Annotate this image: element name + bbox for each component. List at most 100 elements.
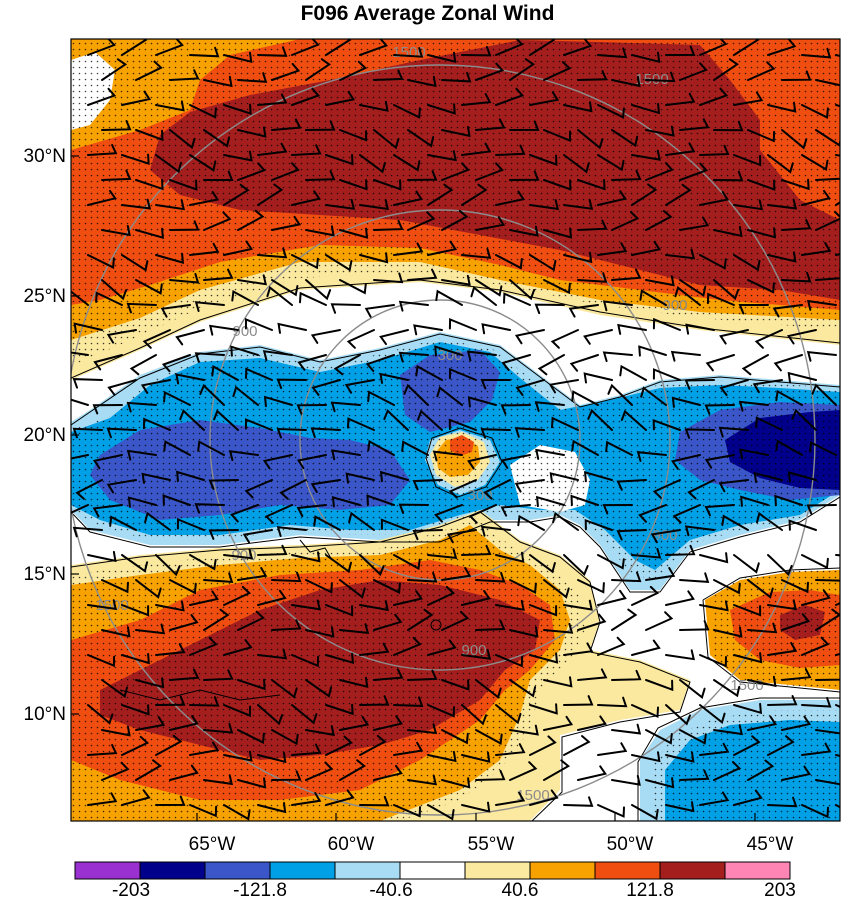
wind-barb-551 [427, 639, 457, 656]
wind-barb-414 [331, 496, 361, 508]
wind-barb-218 [577, 272, 608, 283]
wind-barb-269 [754, 329, 783, 349]
wind-barb-148 [495, 190, 526, 206]
wind-barb-79 [441, 126, 471, 138]
wind-barb-421 [570, 494, 599, 506]
wind-barb-25 [135, 60, 163, 81]
wind-barb-376 [571, 439, 599, 456]
wind-barb-485 [475, 571, 506, 583]
wind-barb-436 [313, 515, 341, 531]
wind-barb-403 [718, 479, 749, 493]
wind-barb-589 [189, 696, 220, 707]
wind-barb-281 [398, 351, 429, 363]
wind-barb-26 [169, 69, 200, 81]
wind-barb-363 [127, 449, 157, 461]
wind-barb-489 [611, 571, 642, 583]
wind-barb-31 [339, 60, 368, 81]
wind-barb-591 [257, 704, 284, 726]
wind-barb-216 [509, 279, 536, 301]
wind-barb-527 [373, 613, 403, 631]
wind-barb-198 [665, 248, 696, 260]
wind-barb-455 [223, 548, 254, 560]
wind-barb-536 [679, 620, 710, 631]
wind-barb-419 [500, 504, 531, 517]
wind-barb-445 [616, 529, 647, 541]
wind-barb-398 [549, 472, 579, 484]
wind-barb-173 [577, 219, 608, 231]
wind-barb-161 [169, 220, 200, 231]
wind-barbs [71, 39, 840, 821]
wind-barb-630 [815, 729, 840, 735]
wind-barb-343 [213, 409, 239, 431]
wind-barb-78 [407, 129, 435, 148]
wind-barb-85 [645, 125, 675, 137]
wind-barb-129 [611, 169, 642, 181]
wind-barb-322 [263, 395, 293, 408]
wind-barb-145 [393, 190, 424, 206]
wind-barb-146 [427, 183, 454, 206]
wind-barb-596 [427, 704, 455, 718]
wind-barb-110 [733, 154, 762, 167]
wind-barb-572 [373, 668, 404, 681]
wind-barb-303 [379, 372, 409, 384]
wind-barb-568 [237, 678, 266, 691]
wind-barb-661 [339, 759, 366, 781]
wind-barb-488 [577, 579, 605, 594]
wind-barb-58 [495, 87, 525, 106]
wind-barb-517 [801, 589, 831, 606]
wind-barb-210 [305, 279, 332, 301]
wind-barb-524 [271, 619, 302, 631]
wind-barb-513 [665, 590, 695, 606]
wind-barb-98 [325, 154, 354, 166]
wind-barb-320 [199, 383, 225, 406]
wind-barb-344 [244, 418, 273, 431]
south-zero-contour [71, 511, 691, 821]
wind-barb-196 [597, 242, 628, 256]
wind-barb-438 [380, 518, 409, 531]
wind-barb-396 [483, 479, 511, 500]
wind-barb-248 [806, 299, 837, 311]
wind-barb-418 [468, 504, 497, 524]
wind-barb-46 [87, 87, 117, 106]
wind-barb-689 [529, 789, 559, 806]
height-contour-lines [71, 64, 816, 816]
coastline-fragment-2 [299, 539, 333, 561]
wind-barb-250 [106, 329, 137, 344]
wind-barb-38 [577, 70, 608, 81]
wind-barb-420 [535, 495, 565, 508]
wind-barb-121 [339, 179, 368, 191]
wind-barb-408 [127, 496, 157, 508]
wind-barb-621 [509, 724, 539, 736]
wind-barb-175 [645, 210, 673, 231]
wind-barb-251 [142, 329, 171, 349]
wind-barb-534 [611, 608, 638, 631]
wind-barb-560 [733, 652, 763, 664]
lon-label-65w: 65°W [188, 834, 236, 855]
wind-barb-616 [339, 716, 370, 731]
wind-barb-350 [448, 418, 477, 431]
wind-barb-405 [787, 471, 817, 483]
wind-barb-340 [106, 427, 137, 439]
wind-barb-531 [509, 626, 539, 638]
axis-ticks [71, 155, 756, 821]
wind-barb-503 [325, 604, 354, 617]
wind-barb-61 [597, 104, 625, 119]
wind-barb-557 [631, 639, 661, 656]
wind-barb-40 [645, 71, 676, 83]
wind-barb-400 [616, 479, 647, 491]
wind-barb-504 [359, 600, 389, 612]
wind-barb-91 [87, 144, 118, 156]
wind-barb-629 [781, 715, 812, 731]
wind-barb-163 [237, 209, 265, 231]
wind-barb-359 [755, 416, 783, 431]
easterly-south-contour [71, 496, 840, 593]
wind-barb-530 [475, 619, 506, 631]
wind-barb-207 [203, 268, 234, 281]
wind-barb-302 [344, 379, 375, 394]
central-eddy-contour [425, 427, 503, 498]
wind-barb-329 [500, 404, 531, 415]
wind-barb-496 [87, 599, 118, 611]
wind-barb-294 [72, 378, 103, 389]
wind-barb-627 [713, 724, 743, 736]
wind-barb-299 [245, 367, 273, 381]
